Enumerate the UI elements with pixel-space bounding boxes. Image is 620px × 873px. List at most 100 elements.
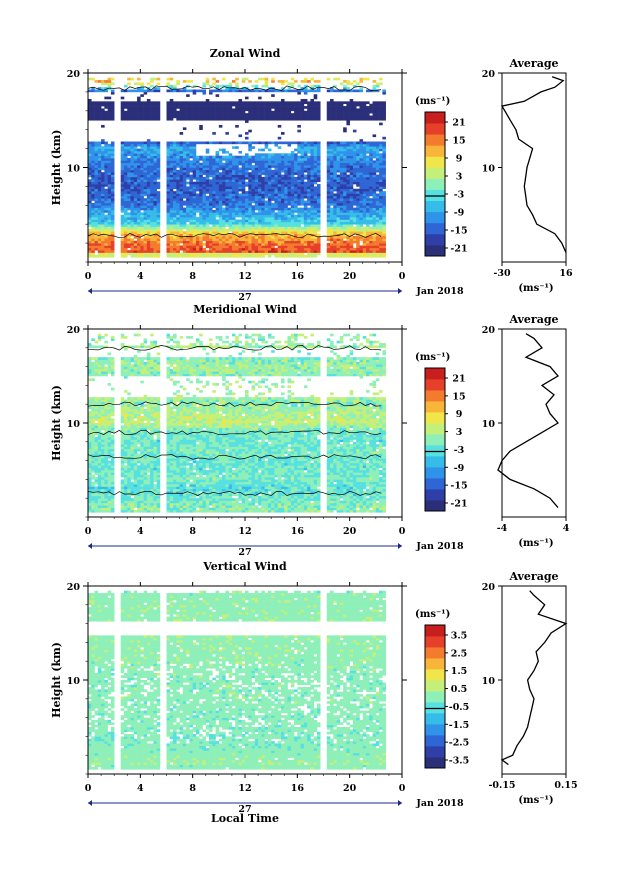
heatmap-cell xyxy=(310,238,314,242)
heatmap-cell xyxy=(94,155,99,159)
heatmap-cell xyxy=(382,150,386,154)
heatmap-cell xyxy=(110,191,115,194)
heatmap-cell xyxy=(88,169,92,173)
heatmap-cell xyxy=(166,89,171,93)
heatmap-cell xyxy=(101,212,105,216)
heatmap-cell xyxy=(277,181,282,185)
heatmap-cell xyxy=(182,155,187,159)
heatmap-cell xyxy=(290,202,295,206)
heatmap-cell xyxy=(120,115,125,119)
heatmap-cell xyxy=(316,224,321,227)
heatmap-cell xyxy=(316,146,321,149)
heatmap-cell xyxy=(307,224,311,227)
heatmap-cell xyxy=(212,179,216,182)
heatmap-cell xyxy=(254,153,259,156)
heatmap-cell xyxy=(153,219,157,223)
heatmap-cell xyxy=(267,148,272,152)
heatmap-cell xyxy=(258,247,262,251)
heatmap-cell xyxy=(97,231,102,234)
heatmap-cell xyxy=(261,243,265,246)
heatmap-cell xyxy=(330,153,334,156)
heatmap-cell xyxy=(101,221,105,225)
heatmap-cell xyxy=(195,193,200,197)
heatmap-cell xyxy=(215,254,220,258)
heatmap-cell xyxy=(267,174,272,178)
heatmap-cell xyxy=(130,245,135,249)
heatmap-cell xyxy=(176,150,180,154)
heatmap-cell xyxy=(238,184,243,187)
heatmap-cell xyxy=(248,221,252,225)
heatmap-cell xyxy=(356,233,360,237)
heatmap-cell xyxy=(267,236,272,239)
heatmap-cell xyxy=(326,250,331,253)
heatmap-cell xyxy=(241,188,246,192)
heatmap-cell xyxy=(225,224,229,227)
heatmap-cell xyxy=(352,193,357,197)
heatmap-cell xyxy=(300,210,305,213)
heatmap-cell xyxy=(241,115,246,119)
heatmap-cell xyxy=(316,198,321,201)
heatmap-cell xyxy=(359,191,364,194)
heatmap-cell xyxy=(346,240,350,244)
colorbar-swatch xyxy=(425,156,445,168)
heatmap-cell xyxy=(97,162,102,166)
heatmap-cell xyxy=(205,160,210,164)
heatmap-cell xyxy=(271,117,275,121)
heatmap-cell xyxy=(310,179,314,182)
heatmap-cell xyxy=(330,195,334,199)
heatmap-cell xyxy=(267,158,272,161)
heatmap-cell xyxy=(352,89,357,93)
heatmap-cell xyxy=(169,115,174,119)
heatmap-cell xyxy=(97,115,102,119)
heatmap-cell xyxy=(372,224,377,227)
heatmap-cell xyxy=(258,188,262,192)
heatmap-cell xyxy=(359,252,364,256)
heatmap-cell xyxy=(267,106,272,109)
heatmap-cell xyxy=(362,191,367,194)
heatmap-cell xyxy=(215,84,220,88)
heatmap-cell xyxy=(228,238,233,242)
heatmap-cell xyxy=(313,219,318,223)
heatmap-cell xyxy=(104,150,108,154)
heatmap-cell xyxy=(280,202,285,206)
heatmap-cell xyxy=(343,214,347,218)
heatmap-cell xyxy=(202,82,207,86)
heatmap-cell xyxy=(258,254,262,258)
heatmap-cell xyxy=(359,193,364,197)
heatmap-cell xyxy=(107,96,112,100)
heatmap-cell xyxy=(235,243,239,246)
heatmap-cell xyxy=(140,146,144,149)
heatmap-cell xyxy=(218,191,223,194)
heatmap-cell xyxy=(156,212,161,216)
heatmap-cell xyxy=(372,115,377,119)
heatmap-cell xyxy=(326,174,331,178)
heatmap-cell xyxy=(336,231,341,234)
heatmap-cell xyxy=(88,174,92,178)
heatmap-cell xyxy=(228,174,233,178)
heatmap-cell xyxy=(303,236,308,239)
heatmap-cell xyxy=(375,254,380,258)
heatmap-cell xyxy=(169,188,174,192)
heatmap-cell xyxy=(143,212,148,216)
heatmap-cell xyxy=(110,162,115,166)
heatmap-cell xyxy=(333,224,337,227)
heatmap-cell xyxy=(274,106,279,109)
heatmap-cell xyxy=(137,198,141,201)
heatmap-cell xyxy=(277,202,282,206)
heatmap-cell xyxy=(261,245,265,249)
heatmap-cell xyxy=(150,155,154,159)
heatmap-cell xyxy=(313,155,318,159)
heatmap-cell xyxy=(140,252,144,256)
heatmap-cell xyxy=(343,205,347,208)
heatmap-cell xyxy=(326,231,331,234)
heatmap-cell xyxy=(218,176,223,180)
heatmap-cell xyxy=(137,202,141,206)
heatmap-cell xyxy=(146,179,151,182)
heatmap-cell xyxy=(284,158,288,161)
heatmap-cell xyxy=(297,207,301,211)
heatmap-cell xyxy=(362,77,367,81)
heatmap-cell xyxy=(280,219,285,223)
heatmap-cell xyxy=(369,115,373,119)
heatmap-cell xyxy=(339,179,344,182)
heatmap-cell xyxy=(339,101,344,105)
